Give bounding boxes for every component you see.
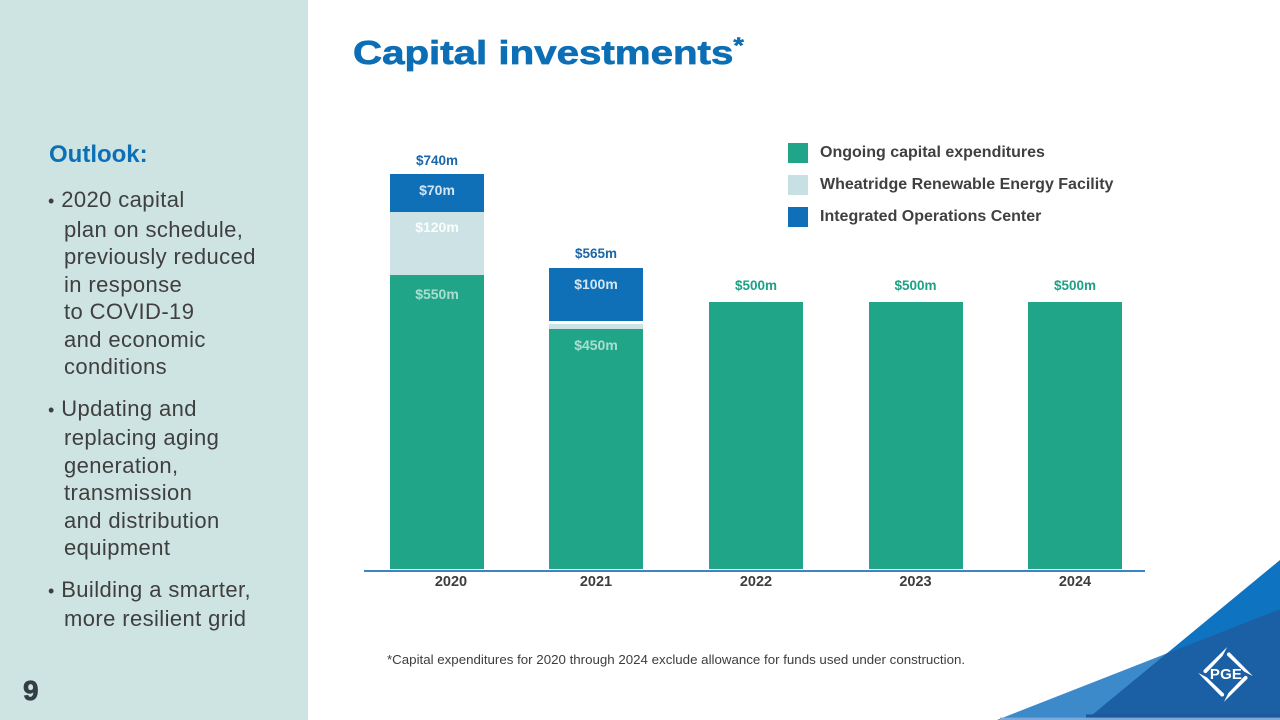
svg-text:PGE: PGE xyxy=(1210,666,1242,683)
